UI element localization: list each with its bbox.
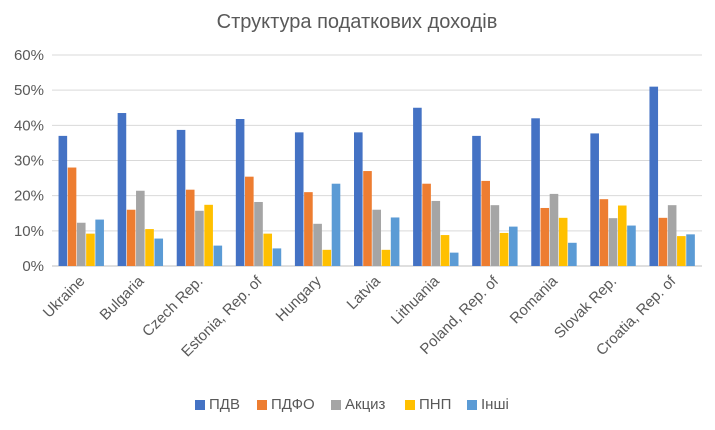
bar bbox=[531, 118, 540, 266]
bar bbox=[263, 233, 273, 266]
bar bbox=[76, 222, 86, 266]
chart-title: Структура податкових доходів bbox=[217, 11, 498, 33]
bar bbox=[449, 252, 459, 266]
bar bbox=[294, 132, 304, 266]
bar bbox=[568, 242, 577, 266]
legend-swatch bbox=[195, 400, 205, 410]
legend-label: Інші bbox=[481, 396, 509, 413]
bar bbox=[67, 167, 77, 266]
bar bbox=[677, 236, 686, 266]
legend: ПДВ ПДФО Акциз ПНП Інші bbox=[195, 396, 509, 413]
y-tick-label: 20% bbox=[14, 188, 44, 205]
bar bbox=[363, 171, 372, 266]
y-tick-label: 50% bbox=[14, 82, 44, 99]
legend-swatch bbox=[331, 400, 341, 410]
bar bbox=[590, 133, 599, 266]
legend-swatch bbox=[405, 400, 415, 410]
bar bbox=[686, 234, 695, 266]
bar bbox=[599, 199, 609, 266]
bar bbox=[176, 129, 186, 266]
bar bbox=[481, 180, 490, 266]
y-tick-label: 30% bbox=[14, 153, 44, 170]
bar bbox=[136, 190, 145, 266]
legend-swatch bbox=[257, 400, 267, 410]
bar bbox=[213, 245, 223, 266]
bar bbox=[117, 113, 127, 267]
bar bbox=[331, 183, 341, 266]
bar bbox=[185, 189, 195, 266]
bar bbox=[490, 205, 500, 266]
x-tick-label: Latvia bbox=[344, 272, 385, 313]
bar bbox=[540, 207, 550, 266]
bar bbox=[472, 135, 481, 266]
bar bbox=[235, 119, 245, 267]
bar bbox=[558, 217, 568, 266]
y-tick-label: 10% bbox=[14, 223, 44, 240]
y-tick-label: 0% bbox=[22, 258, 44, 275]
bars bbox=[58, 86, 695, 267]
legend-label: ПДФО bbox=[271, 396, 315, 413]
bar bbox=[499, 232, 509, 266]
bar bbox=[322, 249, 332, 266]
bar bbox=[304, 192, 313, 266]
bar bbox=[658, 217, 668, 266]
bar bbox=[381, 249, 391, 266]
bar bbox=[549, 193, 559, 266]
y-axis-ticks: 0% 10% 20% 30% 40% 50% 60% bbox=[14, 47, 44, 275]
x-tick-label: Ukraine bbox=[40, 273, 89, 322]
bar bbox=[58, 135, 68, 266]
bar bbox=[413, 107, 422, 266]
legend-label: ПДВ bbox=[209, 396, 240, 413]
bar bbox=[627, 225, 636, 266]
bar bbox=[372, 209, 381, 266]
y-tick-label: 40% bbox=[14, 117, 44, 134]
bar bbox=[254, 201, 263, 266]
x-tick-label: Bulgaria bbox=[97, 272, 148, 323]
bar bbox=[431, 200, 441, 266]
bar bbox=[390, 217, 400, 266]
bar bbox=[126, 209, 136, 266]
legend-swatch bbox=[467, 400, 477, 410]
bar bbox=[422, 183, 431, 266]
bar bbox=[508, 226, 518, 266]
bar bbox=[440, 235, 450, 266]
bar bbox=[204, 204, 213, 266]
x-tick-label: Romania bbox=[507, 272, 562, 327]
x-tick-label: Hungary bbox=[273, 272, 325, 324]
bar bbox=[272, 248, 282, 266]
bar bbox=[354, 132, 363, 266]
x-tick-label: Lithuania bbox=[388, 272, 444, 328]
gridlines bbox=[52, 54, 702, 267]
bar bbox=[245, 176, 254, 266]
bar bbox=[86, 233, 95, 266]
legend-label: ПНП bbox=[419, 396, 451, 413]
y-tick-label: 60% bbox=[14, 47, 44, 64]
bar bbox=[95, 219, 104, 266]
bar bbox=[313, 223, 322, 266]
bar bbox=[667, 205, 677, 266]
bar bbox=[608, 218, 618, 266]
bar bbox=[617, 205, 627, 266]
bar bbox=[649, 86, 659, 267]
bar bbox=[154, 238, 164, 266]
bar bbox=[195, 210, 204, 266]
bar bbox=[145, 229, 154, 266]
legend-label: Акциз bbox=[345, 396, 386, 413]
